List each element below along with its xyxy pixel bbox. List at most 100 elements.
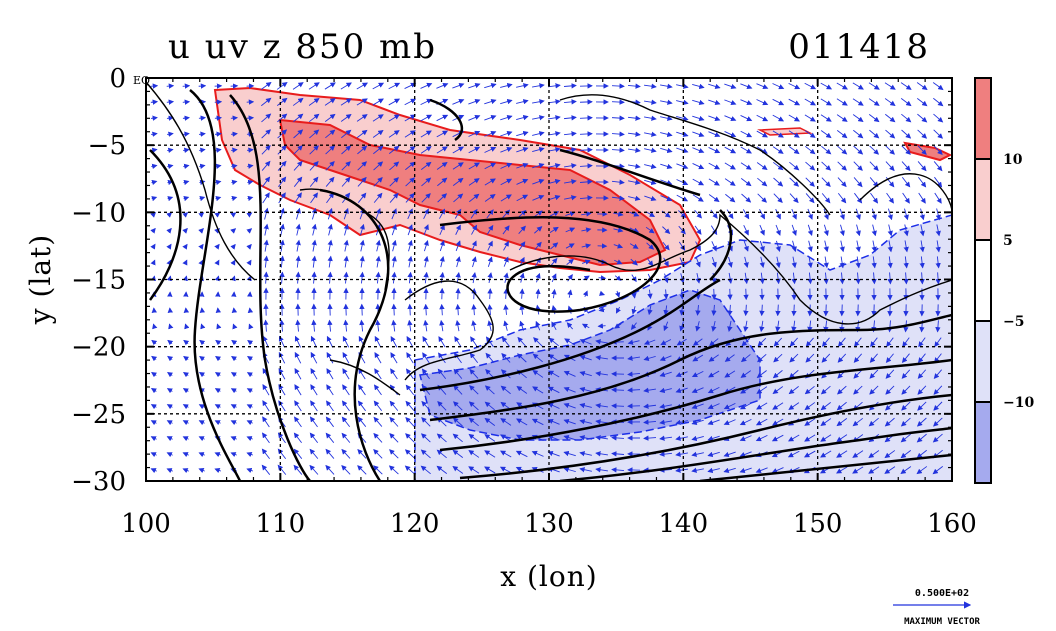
wind-vector (485, 336, 494, 348)
wind-vector (389, 416, 399, 427)
wind-vector (340, 82, 352, 90)
wind-vector (423, 271, 429, 284)
wind-vector (595, 371, 608, 377)
wind-vector (309, 129, 320, 139)
wind-vector (804, 130, 816, 138)
wind-vector (373, 449, 383, 459)
wind-vector (294, 368, 302, 380)
wind-vector (855, 272, 861, 285)
wind-vector (708, 147, 721, 154)
wind-vector (855, 224, 861, 237)
wind-vector (871, 272, 877, 285)
wind-vector (183, 355, 190, 362)
wind-vector (535, 288, 541, 299)
wind-vector (388, 130, 400, 138)
wind-vector (676, 179, 689, 186)
wind-vector (853, 177, 863, 188)
wind-vector (772, 130, 784, 138)
wind-vector (885, 385, 895, 395)
wind-vector (230, 212, 237, 218)
wind-vector (439, 303, 445, 316)
wind-vector (853, 161, 863, 171)
wind-vector (631, 274, 637, 283)
wind-vector (214, 452, 221, 458)
wind-vector (325, 416, 334, 428)
wind-vector (439, 319, 445, 332)
wind-vector (231, 356, 238, 362)
wind-vector (166, 371, 173, 378)
wind-vector (214, 212, 221, 218)
wind-vector (756, 130, 769, 138)
wind-vector (532, 370, 544, 378)
wind-vector (453, 193, 464, 203)
wind-vector (246, 420, 253, 426)
wind-vector (611, 467, 625, 473)
wind-vector (549, 226, 559, 234)
colorbar: 10 5 −5 −10 (974, 77, 1034, 484)
wind-vector (278, 367, 286, 380)
wind-vector (150, 388, 157, 394)
wind-vector (707, 451, 720, 458)
wind-vector (597, 323, 606, 329)
wind-vector (868, 450, 880, 458)
wind-vector (775, 256, 781, 269)
wind-vector (183, 179, 190, 186)
colorbar-label: 10 (1003, 152, 1023, 168)
wind-vector (166, 404, 173, 410)
wind-vector (805, 353, 815, 363)
wind-vector (263, 271, 269, 284)
wind-vector (500, 450, 512, 458)
wind-vector (692, 194, 704, 202)
wind-vector (663, 257, 669, 267)
wind-vector (887, 208, 893, 221)
wind-vector (567, 289, 573, 298)
wind-vector (182, 259, 188, 266)
wind-vector (564, 179, 577, 185)
wind-vector (484, 178, 496, 186)
wind-vector (230, 436, 237, 442)
wind-vector (611, 99, 625, 105)
wind-vector (484, 466, 496, 474)
eq-label: EQ (133, 74, 150, 87)
wind-vector (150, 259, 156, 266)
wind-vector (438, 352, 446, 364)
wind-vector (901, 385, 911, 395)
wind-vector (293, 160, 303, 171)
wind-vector (900, 433, 911, 443)
wind-vector (484, 130, 497, 137)
wind-vector (374, 368, 382, 380)
wind-vector (563, 99, 577, 105)
wind-vector (887, 272, 893, 285)
wind-vector (663, 289, 669, 300)
wind-vector (311, 239, 317, 252)
wind-vector (740, 99, 753, 106)
wind-vector (723, 402, 736, 410)
wind-vector (309, 448, 319, 459)
wind-vector (740, 354, 751, 363)
wind-vector (343, 207, 349, 220)
wind-vector (342, 368, 350, 380)
wind-vector (791, 304, 797, 317)
wind-vector (420, 146, 432, 154)
wind-vector (691, 451, 704, 457)
wind-vector (279, 239, 285, 252)
wind-vector (708, 354, 719, 362)
wind-vector (231, 195, 238, 202)
wind-vector (595, 355, 608, 361)
wind-vector (740, 162, 752, 170)
wind-vector (869, 385, 879, 395)
wind-vector (327, 223, 333, 236)
wind-vector (885, 369, 895, 379)
wind-vector (579, 115, 593, 121)
wind-vector (643, 355, 656, 361)
wind-vector (294, 416, 302, 428)
wind-vector (724, 162, 736, 170)
colorbar-segment (974, 77, 992, 160)
wind-vector (388, 82, 401, 90)
wind-vector (676, 194, 689, 202)
wind-vector (579, 467, 592, 473)
wind-vector (516, 162, 529, 169)
wind-vector (311, 255, 317, 268)
wind-vector (531, 450, 544, 457)
wind-vector (214, 131, 222, 137)
